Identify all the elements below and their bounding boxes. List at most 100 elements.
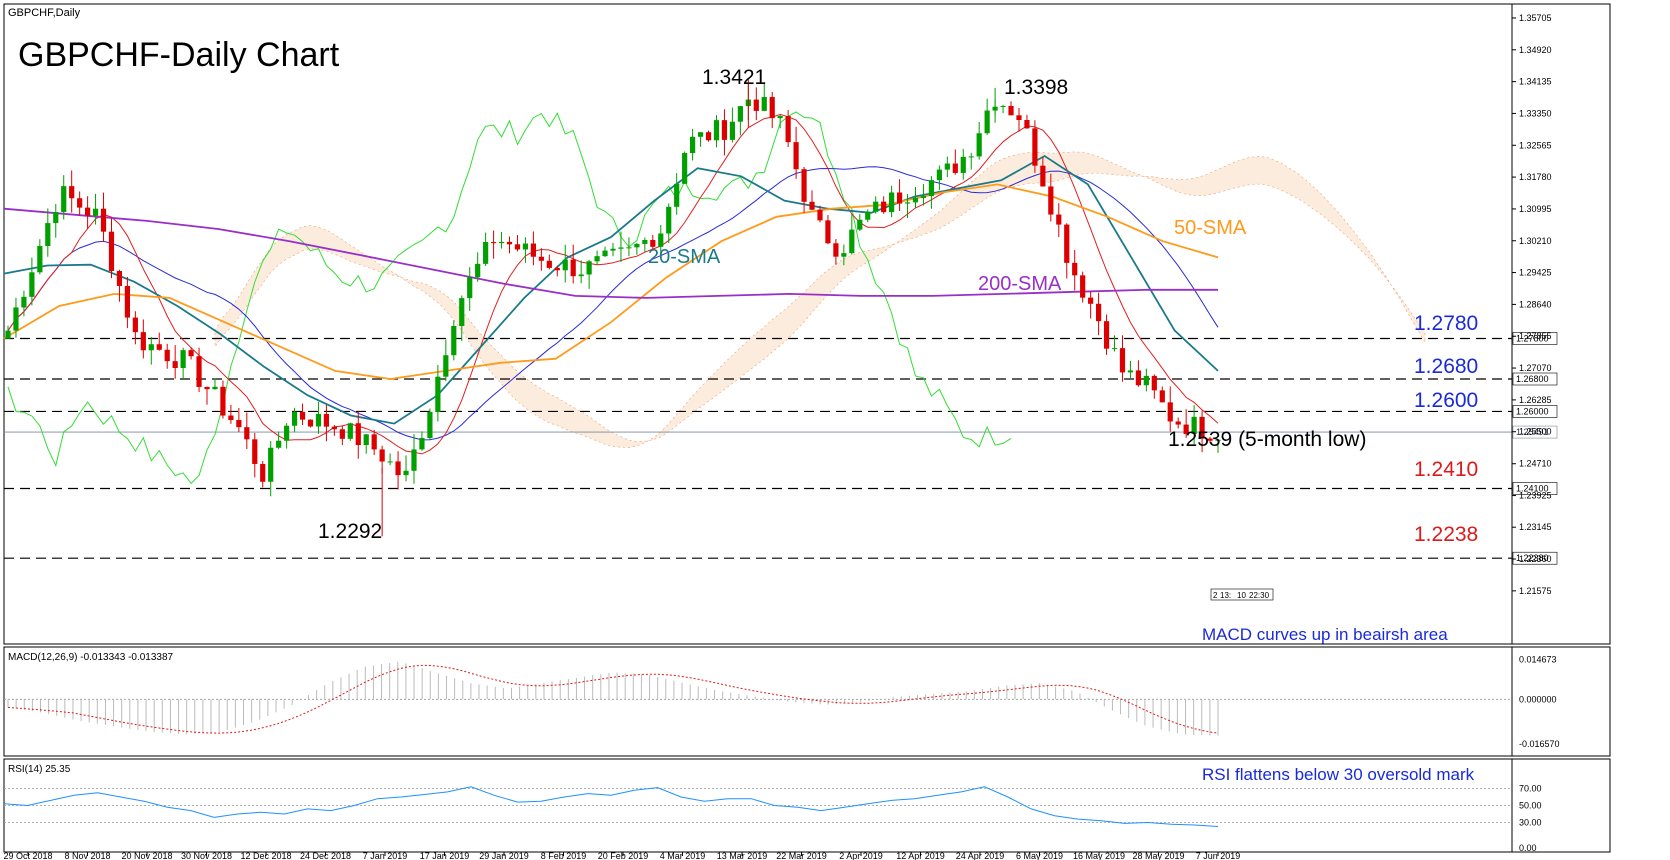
date-label: 2 Apr 2019 [839,851,883,860]
candle-body [896,192,903,204]
candle-body [697,132,704,137]
current-price-label: 1.25491 [1516,427,1549,437]
candle-body [602,250,608,257]
date-label: 20 Feb 2019 [598,851,649,860]
date-label: 8 Feb 2019 [541,851,587,860]
candle-body [785,116,791,143]
candle-body [61,186,67,213]
date-label: 6 May 2019 [1016,851,1063,860]
candle-body [522,243,529,250]
candle-body [459,298,465,326]
candle-body [1199,416,1205,439]
date-label: 20 Nov 2018 [121,851,172,860]
macd-tick-label: 0.000000 [1519,694,1557,704]
candle-body [1095,303,1102,322]
sma200-line [3,207,1218,299]
candle-body [506,241,513,245]
candle-body [904,202,911,204]
candle-body [69,186,75,199]
candle-body [21,296,27,308]
candle-body [666,206,672,234]
candle-body [944,163,950,170]
candle-body [570,259,576,277]
candle-body [674,183,680,207]
candle-body [578,274,584,277]
sma50-line [3,183,1219,380]
candle-body [1056,214,1062,225]
price-tick-label: 1.23145 [1519,522,1552,532]
candle-body [164,349,170,362]
candle-body [323,413,330,427]
candle-body [85,207,91,216]
candle-body [331,426,337,430]
candle-body [936,169,942,181]
level-label-5: 1.2238 [1414,523,1478,546]
price-tick-label: 1.25500 [1519,427,1552,437]
level-price-tag-label: 1.26800 [1516,374,1549,384]
level-label-3: 1.2600 [1414,389,1478,412]
kijun-line [7,166,1219,441]
candle-body [1032,128,1038,166]
chikou-line [7,111,1012,485]
candle-body [705,132,712,141]
candle-body [220,386,226,416]
candle-body [1175,421,1181,425]
macd-panel[interactable] [3,646,1611,757]
candle-body [514,244,521,250]
rsi-line [3,786,1219,827]
price-tick-label: 1.33350 [1519,108,1552,118]
date-label: 30 Nov 2018 [181,851,232,860]
chart-title: GBPCHF-Daily Chart [18,36,340,74]
candle-body [260,463,266,482]
price-tick-label: 1.30210 [1519,236,1552,246]
candle-body [650,239,656,247]
level-price-tag-label: 1.22380 [1516,553,1549,563]
candle-body [37,246,43,273]
price-tick-label: 1.27070 [1519,363,1552,373]
time-box-1: 2 [1213,591,1218,600]
candle-body [475,263,481,278]
date-label: 12 Dec 2018 [240,851,291,860]
rsi-tick-label: 30.00 [1519,818,1542,828]
rsi-panel[interactable] [3,758,1611,853]
candle-body [403,470,409,476]
candle-body [642,239,648,244]
candle-body [1080,275,1086,298]
candle-body [554,267,560,271]
level-label-1: 1.2780 [1414,312,1478,335]
candle-body [419,438,425,450]
macd-annotation: MACD curves up in beairsh area [1202,625,1448,644]
candle-body [1040,165,1046,187]
candle-body [124,285,131,318]
price-candles [5,78,1221,537]
rsi-tick-label: 70.00 [1519,784,1542,794]
indicator-lines [3,111,1219,485]
time-box-2: 13: [1220,591,1231,600]
price-tick-label: 1.31780 [1519,172,1552,182]
candle-body [172,361,178,368]
date-label: 17 Jan 2019 [420,851,470,860]
candle-body [5,330,11,339]
candle-body [276,440,282,448]
candle-body [45,223,51,247]
candle-body [761,97,767,111]
candle-body [1111,348,1118,350]
date-label: 24 Apr 2019 [956,851,1005,860]
candle-body [116,271,123,286]
level-price-tag [1512,551,1558,565]
candle-body [562,259,568,271]
price-tick-label: 1.30995 [1519,204,1552,214]
main-price-panel[interactable] [3,3,1611,645]
candle-body [1072,262,1078,276]
candle-body [77,198,83,208]
candle-body [618,247,624,249]
macd-signal-line [7,664,1219,734]
candle-body [817,209,823,221]
date-label: 24 Dec 2018 [300,851,351,860]
candle-body [841,253,847,257]
candle-body [236,420,242,428]
rsi-tick-label: 50.00 [1519,801,1542,811]
level-price-tag [1512,405,1558,418]
candle-body [355,423,361,446]
candle-body [1183,424,1189,434]
